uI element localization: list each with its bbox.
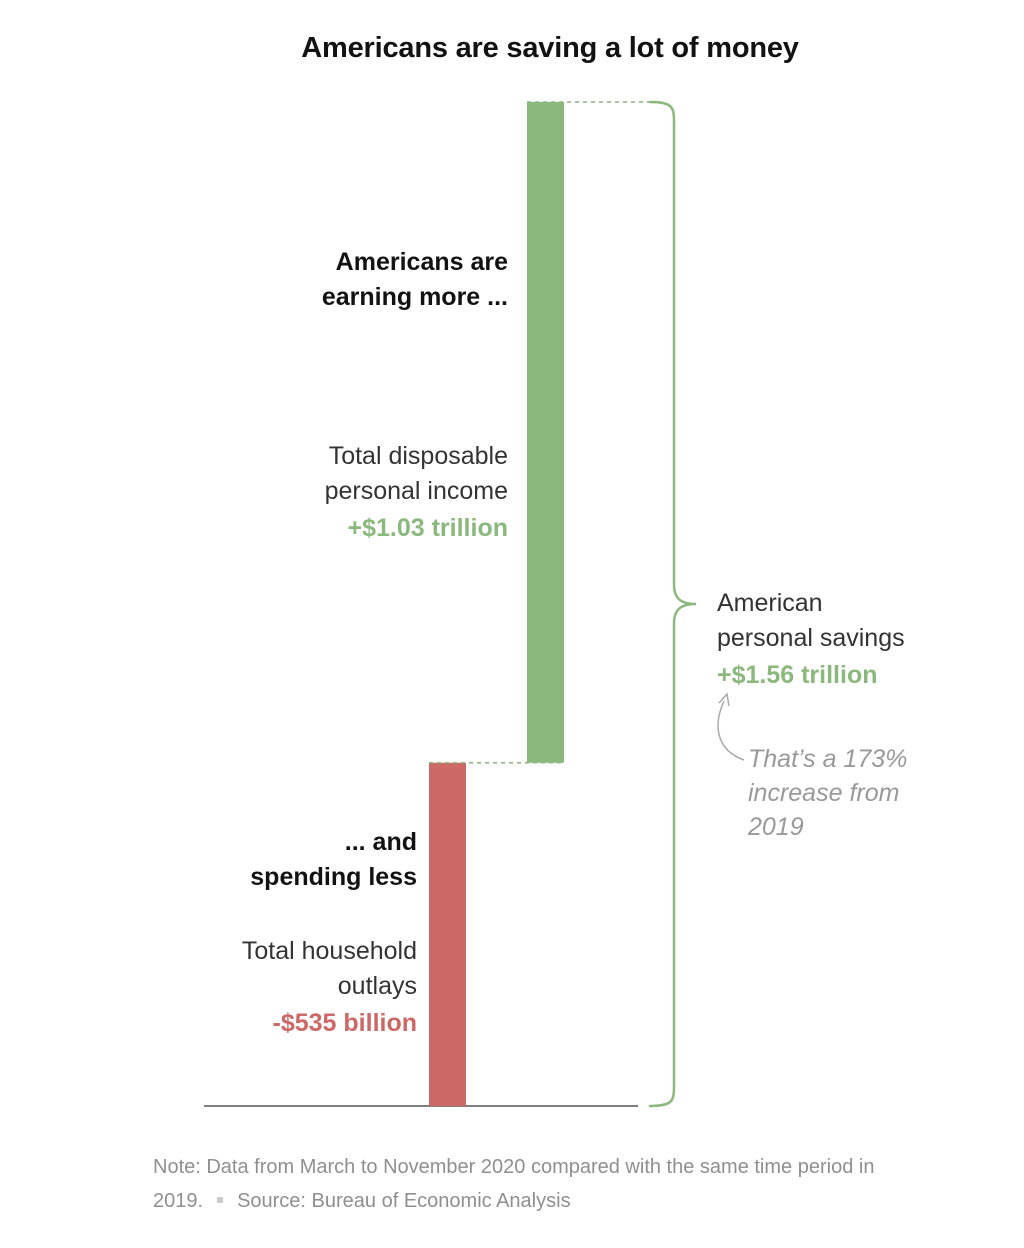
savings-line2: personal savings — [717, 624, 905, 652]
outlays-desc-line1: Total household — [241, 937, 417, 965]
outlays-label-group: ... and spending less — [150, 825, 417, 895]
savings-label-group: American personal savings +$1.56 trillio… — [717, 586, 1007, 694]
annotation-line3: 2019 — [748, 813, 804, 841]
outlays-value: -$535 billion — [272, 1009, 417, 1037]
separator-square-icon — [217, 1197, 224, 1204]
income-value: +$1.03 trillion — [347, 514, 509, 542]
income-label-group: Americans are earning more ... — [240, 245, 508, 315]
source-text: Source: Bureau of Economic Analysis — [237, 1190, 571, 1212]
chart-title: Americans are saving a lot of money — [301, 32, 799, 64]
savings-value: +$1.56 trillion — [717, 661, 878, 689]
savings-bracket — [648, 100, 697, 1108]
annotation-arrow — [717, 700, 745, 761]
note-text: Note: Data from March to November 2020 c… — [153, 1156, 875, 1212]
annotation-line1: That’s a 173% — [748, 745, 908, 773]
income-heading-line1: Americans are — [335, 248, 508, 276]
annotation-line2: increase from — [748, 779, 900, 807]
annotation-arrowhead — [718, 692, 730, 707]
savings-line1: American — [717, 589, 823, 617]
bar-disposable-income — [527, 102, 564, 763]
income-heading-line2: earning more ... — [321, 283, 508, 311]
outlays-desc-line2: outlays — [337, 972, 417, 1000]
income-desc-group: Total disposable personal income +$1.03 … — [240, 439, 508, 547]
annotation-text-group: That’s a 173% increase from 2019 — [748, 742, 1008, 844]
income-desc-line1: Total disposable — [328, 442, 508, 470]
outlays-heading-line2: spending less — [250, 863, 417, 891]
outlays-heading-line1: ... and — [344, 828, 417, 856]
income-desc-line2: personal income — [324, 477, 508, 505]
bar-household-outlays — [429, 762, 466, 1106]
outlays-desc-group: Total household outlays -$535 billion — [150, 934, 417, 1042]
footer-note: Note: Data from March to November 2020 c… — [153, 1150, 913, 1218]
